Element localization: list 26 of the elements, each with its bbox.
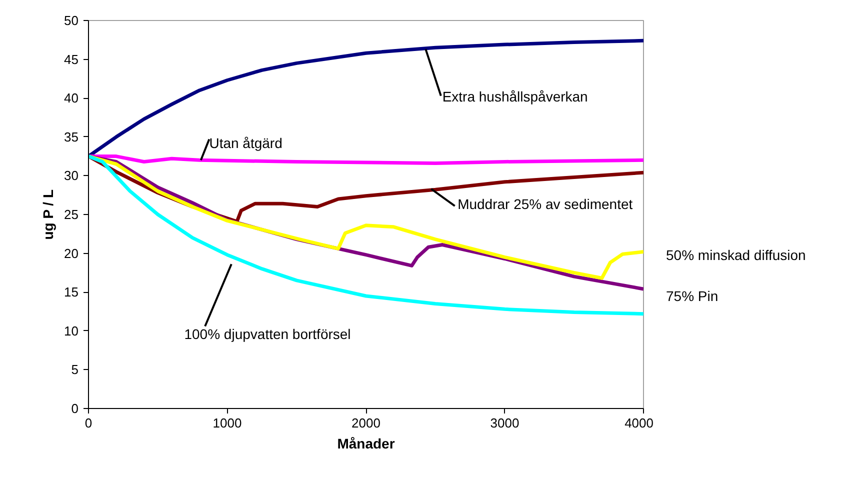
- y-tick-label: 25: [64, 207, 79, 222]
- x-tick-label: 0: [84, 416, 92, 430]
- y-tick-label: 35: [64, 129, 79, 144]
- y-axis-title: ug P / L: [40, 189, 56, 240]
- series-label: 50% minskad diffusion: [666, 246, 806, 265]
- y-tick-label: 50: [64, 13, 79, 28]
- y-tick-label: 40: [64, 90, 79, 106]
- line-series: [88, 154, 644, 316]
- text: 100% djupvatten bortförsel: [184, 326, 351, 342]
- y-tick-label: 0: [71, 401, 79, 416]
- x-tick-label: 1000: [212, 416, 242, 430]
- series-label: Utan åtgärd: [209, 134, 282, 151]
- x-tick-label: 3000: [490, 416, 520, 430]
- series-label: 75% Pin: [666, 287, 718, 306]
- series-label: Muddrar 25% av sedimentet: [458, 196, 633, 212]
- x-axis-title: Månader: [337, 436, 396, 452]
- x-tick-label: 2000: [352, 416, 380, 430]
- text: Extra hushållspåverkan: [442, 88, 588, 104]
- y-tick-label: 30: [64, 168, 79, 184]
- y-tick-label: 15: [64, 284, 79, 300]
- line-series: [88, 154, 644, 166]
- y-tick-label: 20: [64, 246, 79, 261]
- y-tick-label: 5: [71, 362, 79, 378]
- y-tick-label: 45: [64, 52, 79, 67]
- x-tick-label: 4000: [624, 416, 654, 430]
- y-tick-label: 10: [64, 323, 79, 338]
